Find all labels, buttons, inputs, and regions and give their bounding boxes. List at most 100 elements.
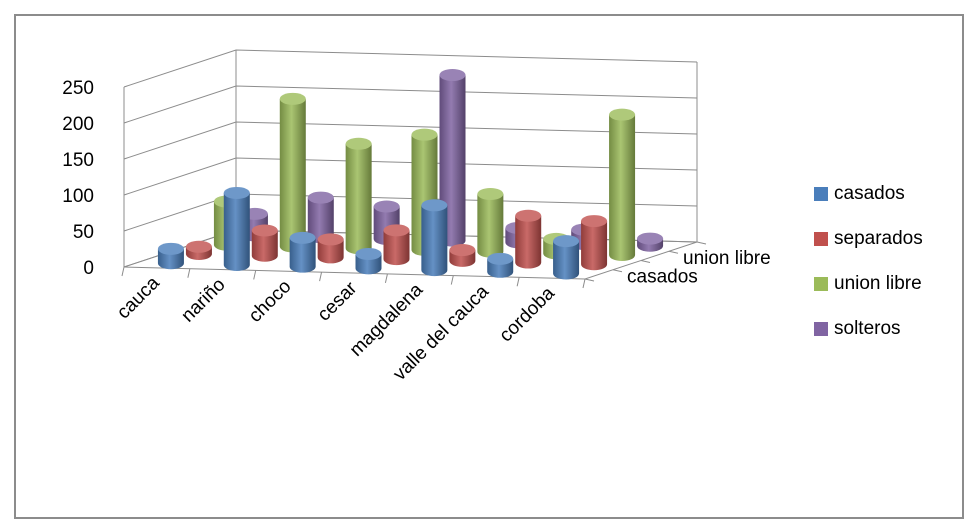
- x-tick: [121, 266, 125, 277]
- x-tick: [582, 278, 586, 289]
- y-tick-label: 250: [62, 78, 94, 99]
- bar-cap: [421, 199, 448, 212]
- legend-item: separados: [814, 227, 923, 251]
- bar-cap: [279, 92, 306, 105]
- bar-casados: [289, 231, 316, 273]
- bar-cap: [157, 242, 184, 255]
- bar-body: [317, 239, 344, 264]
- bar-solteros: [637, 232, 664, 252]
- bar-union-libre: [477, 187, 504, 258]
- legend-label: union libre: [834, 273, 922, 294]
- category-label: cordoba: [495, 283, 559, 347]
- x-tick: [384, 273, 388, 283]
- bar-cap: [383, 224, 410, 237]
- legend-item: casados: [814, 182, 923, 206]
- y-tick-labels: 0 50 100 150 200 250: [62, 78, 94, 279]
- bar-separados: [185, 240, 212, 260]
- bar-body: [581, 221, 608, 271]
- bar-union-libre: [609, 108, 636, 262]
- z-tick: [584, 278, 595, 282]
- bar-casados: [223, 186, 250, 271]
- bar-union-libre: [279, 92, 306, 253]
- category-label: nariño: [177, 274, 229, 326]
- bar-cap: [355, 247, 382, 260]
- bar-body: [223, 192, 250, 271]
- bar-separados: [449, 244, 476, 267]
- y-tick-label: 150: [62, 150, 94, 171]
- bar-separados: [383, 224, 410, 266]
- bar-cap: [609, 108, 636, 121]
- bar-body: [477, 193, 504, 258]
- bar-body: [515, 215, 542, 269]
- bar-body: [345, 143, 372, 255]
- category-label: cesar: [314, 277, 362, 325]
- y-tick-label: 50: [73, 222, 94, 243]
- legend-swatch: [814, 187, 828, 201]
- bar-body: [553, 241, 580, 280]
- bar-separados: [581, 215, 608, 271]
- bar-cap: [477, 187, 504, 200]
- z-tick: [668, 250, 679, 254]
- legend-swatch: [814, 232, 828, 246]
- gridline: [123, 49, 698, 88]
- bar-cap: [487, 252, 514, 265]
- depth-label: union libre: [683, 248, 771, 269]
- legend-item: union libre: [814, 272, 923, 296]
- x-tick: [253, 270, 257, 280]
- bar-cap: [515, 209, 542, 222]
- bar-casados: [355, 247, 382, 275]
- x-tick: [516, 277, 520, 287]
- bar-separados: [251, 224, 278, 262]
- bar-body: [289, 237, 316, 273]
- bar-body: [251, 230, 278, 262]
- bar-body: [421, 205, 448, 277]
- bar-cap: [411, 128, 438, 141]
- bar-union-libre: [345, 137, 372, 255]
- category-label: choco: [245, 276, 296, 327]
- legend-label: casados: [834, 183, 905, 204]
- bar-cap: [317, 233, 344, 246]
- legend-label: solteros: [834, 318, 901, 339]
- legend-item: solteros: [814, 317, 923, 341]
- bar-cap: [373, 200, 400, 213]
- bar-cap: [637, 232, 664, 245]
- x-tick: [319, 272, 323, 282]
- bar-cap: [449, 244, 476, 257]
- bar-cap: [581, 215, 608, 228]
- bars: [157, 69, 664, 280]
- legend-label: separados: [834, 228, 923, 249]
- bar-separados: [317, 233, 344, 264]
- bar-cap: [345, 137, 372, 150]
- bar-cap: [307, 191, 334, 204]
- bar-body: [383, 230, 410, 266]
- y-tick-label: 0: [83, 258, 94, 279]
- legend: casados separados union libre solteros: [814, 182, 923, 362]
- legend-swatch: [814, 322, 828, 336]
- legend-swatch: [814, 277, 828, 291]
- bar-cap: [289, 231, 316, 244]
- bar-cap: [553, 235, 580, 248]
- z-tick: [696, 241, 707, 245]
- bar-cap: [185, 240, 212, 253]
- bar-separados: [515, 209, 542, 269]
- y-tick-label: 100: [62, 186, 94, 207]
- bar-body: [279, 98, 306, 253]
- z-tick: [640, 260, 651, 263]
- bar-body: [609, 114, 636, 262]
- x-tick: [450, 275, 454, 285]
- depth-label: casados: [627, 266, 698, 287]
- bar-casados: [487, 252, 514, 278]
- category-label: cauca: [113, 272, 164, 323]
- bar-casados: [157, 242, 184, 270]
- bar-cap: [251, 224, 278, 237]
- bar-casados: [553, 235, 580, 280]
- bar-casados: [421, 199, 448, 277]
- y-tick-label: 200: [62, 114, 94, 135]
- z-tick: [612, 269, 623, 273]
- bar-cap: [439, 69, 466, 82]
- x-tick: [187, 268, 191, 278]
- bar-body: [307, 197, 334, 244]
